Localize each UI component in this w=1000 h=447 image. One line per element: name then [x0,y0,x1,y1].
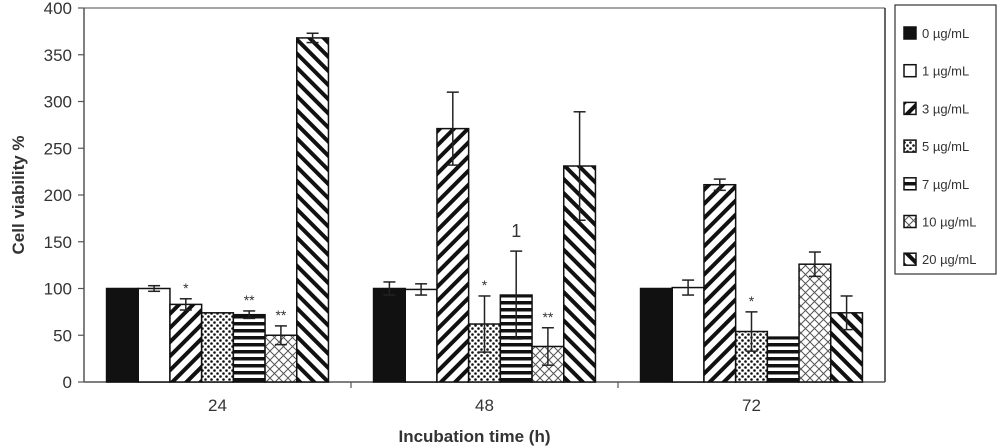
y-tick-label: 150 [44,233,72,252]
legend-swatch-dots [903,139,917,153]
bar-horizontal [766,336,800,383]
significance-annotation: ** [275,307,286,323]
y-tick-label: 100 [44,280,72,299]
y-tick-label: 350 [44,46,72,65]
y-tick-label: 200 [44,186,72,205]
y-tick-label: 250 [44,139,72,158]
legend-label: 1 µg/mL [922,64,969,79]
legend-label: 10 µg/mL [922,215,976,230]
x-tick-label: 24 [208,396,227,415]
bar-diag-down [703,183,737,383]
y-tick-label: 300 [44,93,72,112]
significance-annotation: * [749,293,755,309]
bar-white [404,288,438,383]
bar-solid [639,287,673,383]
legend-swatch-diag-down [903,101,917,116]
bar-diag-up [296,37,330,383]
bar-diag-down [169,303,203,383]
y-axis-title: Cell viability % [9,135,28,254]
bar-solid [372,287,406,383]
legend-label: 3 µg/mL [922,101,969,116]
significance-annotation: 1 [511,221,521,241]
bar-horizontal [232,313,266,383]
x-axis-title: Incubation time (h) [398,427,550,446]
significance-annotation: ** [244,292,255,308]
bar-solid [105,287,140,383]
legend-swatch-crosshatch [903,214,917,229]
legend-label: 0 µg/mL [922,26,969,41]
bar-white [671,286,705,383]
x-tick-label: 72 [742,396,761,415]
legend-swatch-solid [903,26,917,40]
legend: 0 µg/mL 1 µg/mL 3 µg/mL 5 µg/mL 7 µg/mL 10 µg… [894,4,997,275]
significance-annotation: ** [542,309,553,325]
legend-swatch-white [903,63,917,78]
bar-diag-down [436,127,470,383]
bars: ******1*** [105,32,864,383]
significance-annotation: * [482,277,488,293]
bar-white [137,287,171,383]
significance-annotation: * [183,280,189,296]
y-tick-label: 400 [44,0,72,18]
legend-swatch-horizontal [903,177,917,191]
legend-label: 5 µg/mL [922,139,969,154]
bar-dots [200,312,235,383]
y-tick-label: 0 [63,373,72,392]
x-tick-label: 48 [475,396,494,415]
legend-label: 20 µg/mL [922,252,976,267]
axes: 0 50 100 150 200 250 300 350 400 Cell viability %… [9,0,886,446]
y-tick-label: 50 [53,326,72,345]
legend-label: 7 µg/mL [922,177,969,192]
bar-crosshatch [798,263,832,383]
legend-swatch-diag-up [903,252,917,266]
